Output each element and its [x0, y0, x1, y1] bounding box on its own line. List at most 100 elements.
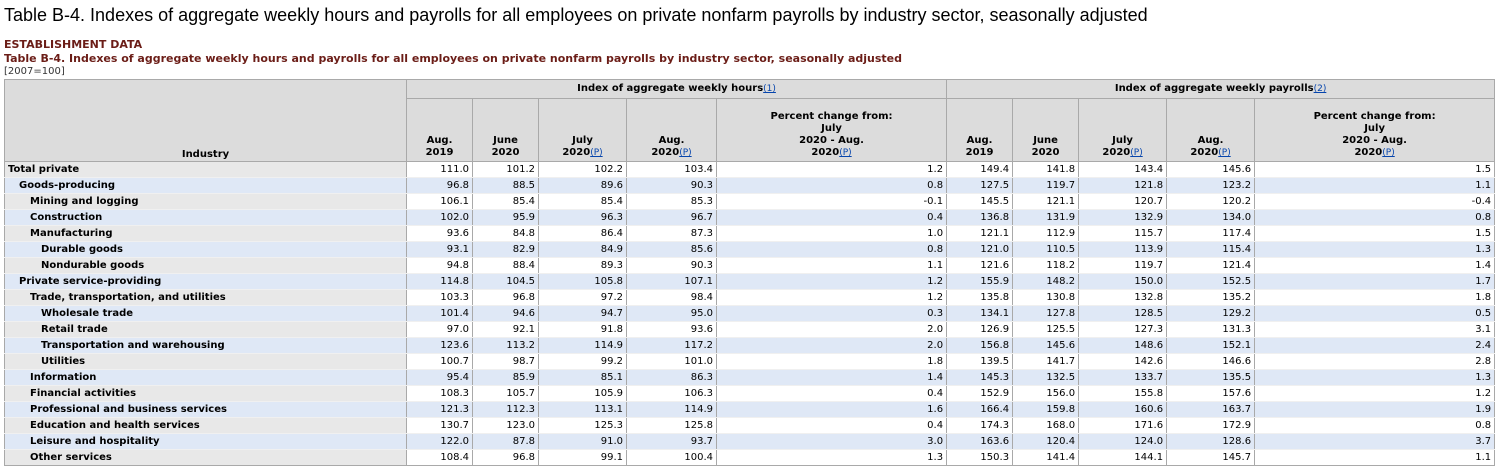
payrolls-index-cell: 148.2	[1012, 273, 1080, 290]
col-header-pct-line: 2020	[811, 147, 840, 158]
payrolls-index-cell: 132.5	[1012, 369, 1080, 386]
payrolls-index-cell: 150.0	[1078, 273, 1168, 290]
hours-index-cell: 104.5	[472, 273, 539, 290]
payrolls-index-cell: 145.6	[1012, 337, 1080, 354]
hours-col-header-aug2019: Aug. 2019	[406, 98, 473, 162]
col-header-pct-line: Percent change from:	[770, 111, 893, 122]
payrolls-index-cell: 124.0	[1078, 433, 1168, 450]
payrolls-percent-change-cell: 1.1	[1254, 177, 1496, 194]
col-header-pct-line: 2020	[1354, 147, 1383, 158]
hours-index-cell: 96.8	[406, 177, 473, 194]
preliminary-footnote-link[interactable]: (P)	[590, 148, 603, 158]
hours-index-cell: 85.4	[538, 193, 627, 210]
table-row: Nondurable goods 94.8 88.4 89.3 90.3 1.1 121.6…	[4, 257, 1496, 274]
payrolls-index-cell: 168.0	[1012, 417, 1080, 434]
industry-name-cell: Wholesale trade	[4, 305, 407, 322]
payrolls-group-header: Index of aggregate weekly payrolls(2)	[946, 79, 1496, 99]
payrolls-index-cell: 135.5	[1166, 369, 1256, 386]
payrolls-percent-change-cell: 1.5	[1254, 225, 1496, 242]
hours-index-cell: 105.7	[472, 385, 539, 402]
payrolls-index-cell: 132.9	[1078, 209, 1168, 226]
col-header-pct-line: 2020 - Aug.	[799, 135, 864, 146]
hours-percent-change-cell: 0.3	[716, 305, 948, 322]
hours-index-cell: 113.2	[472, 337, 539, 354]
hours-index-cell: 105.8	[538, 273, 627, 290]
hours-index-cell: 91.8	[538, 321, 627, 338]
industry-name-cell: Professional and business services	[4, 401, 407, 418]
hours-index-cell: 96.3	[538, 209, 627, 226]
hours-percent-change-cell: 1.1	[716, 257, 948, 274]
payrolls-index-cell: 144.1	[1078, 449, 1168, 466]
payrolls-index-cell: 142.6	[1078, 353, 1168, 370]
payrolls-index-cell: 115.7	[1078, 225, 1168, 242]
table-row: Mining and logging 106.1 85.4 85.4 85.3 -0.1 1…	[4, 193, 1496, 210]
preliminary-footnote-link[interactable]: (P)	[1382, 148, 1395, 158]
hours-index-cell: 98.7	[472, 353, 539, 370]
table-row: Trade, transportation, and utilities 103.…	[4, 289, 1496, 306]
payrolls-index-cell: 132.8	[1078, 289, 1168, 306]
hours-index-cell: 103.4	[626, 161, 717, 178]
payrolls-index-cell: 136.8	[946, 209, 1014, 226]
payrolls-index-cell: 121.0	[946, 241, 1014, 258]
payrolls-index-cell: 135.8	[946, 289, 1014, 306]
hours-index-cell: 90.3	[626, 177, 717, 194]
payrolls-index-cell: 112.9	[1012, 225, 1080, 242]
payrolls-index-cell: 129.2	[1166, 305, 1256, 322]
hours-index-cell: 102.0	[406, 209, 473, 226]
industry-name-cell: Information	[4, 369, 407, 386]
payrolls-index-cell: 131.3	[1166, 321, 1256, 338]
payrolls-index-cell: 117.4	[1166, 225, 1256, 242]
preliminary-footnote-link[interactable]: (P)	[1130, 148, 1143, 158]
hours-index-cell: 100.7	[406, 353, 473, 370]
hours-index-cell: 84.9	[538, 241, 627, 258]
payrolls-percent-change-cell: 1.8	[1254, 289, 1496, 306]
col-header-month: Aug.	[1197, 135, 1224, 146]
preliminary-footnote-link[interactable]: (P)	[679, 148, 692, 158]
hours-percent-change-cell: 0.4	[716, 385, 948, 402]
col-header-pct-line: July	[1364, 123, 1385, 134]
footnote-2-link[interactable]: (2)	[1313, 84, 1327, 94]
payrolls-percent-change-cell: 1.5	[1254, 161, 1496, 178]
industry-name-cell: Goods-producing	[4, 177, 407, 194]
hours-index-cell: 123.6	[406, 337, 473, 354]
hours-index-cell: 130.7	[406, 417, 473, 434]
preliminary-footnote-link[interactable]: (P)	[1218, 148, 1231, 158]
col-header-month: July	[572, 135, 593, 146]
hours-percent-change-cell: 1.2	[716, 161, 948, 178]
payrolls-percent-change-cell: 1.1	[1254, 449, 1496, 466]
payrolls-index-cell: 155.8	[1078, 385, 1168, 402]
industry-name-cell: Durable goods	[4, 241, 407, 258]
hours-col-header-percent-change: Percent change from: July 2020 - Aug. 2020(…	[715, 98, 948, 162]
industry-name-cell: Construction	[4, 209, 407, 226]
payrolls-index-cell: 146.6	[1166, 353, 1256, 370]
hours-index-cell: 82.9	[472, 241, 539, 258]
hours-group-header: Index of aggregate weekly hours(1)	[405, 79, 948, 99]
payrolls-index-cell: 126.9	[946, 321, 1014, 338]
table-title: Table B-4. Indexes of aggregate weekly h…	[4, 52, 903, 65]
hours-index-cell: 103.3	[406, 289, 473, 306]
hours-index-cell: 95.0	[626, 305, 717, 322]
hours-index-cell: 97.2	[538, 289, 627, 306]
industry-name-cell: Mining and logging	[4, 193, 407, 210]
hours-index-cell: 96.7	[626, 209, 717, 226]
table-row: Durable goods 93.1 82.9 84.9 85.6 0.8 121.0 110…	[4, 241, 1496, 258]
payrolls-percent-change-cell: 1.3	[1254, 241, 1496, 258]
payrolls-index-cell: 150.3	[946, 449, 1014, 466]
hours-index-cell: 96.8	[472, 289, 539, 306]
payrolls-index-cell: 171.6	[1078, 417, 1168, 434]
payrolls-index-cell: 148.6	[1078, 337, 1168, 354]
col-header-month: Aug.	[426, 135, 453, 146]
hours-percent-change-cell: 1.2	[716, 289, 948, 306]
payrolls-index-cell: 121.1	[946, 225, 1014, 242]
preliminary-footnote-link[interactable]: (P)	[839, 148, 852, 158]
footnote-1-link[interactable]: (1)	[763, 84, 776, 94]
hours-index-cell: 101.2	[472, 161, 539, 178]
payrolls-index-cell: 123.2	[1166, 177, 1256, 194]
payrolls-index-cell: 115.4	[1166, 241, 1256, 258]
payrolls-index-cell: 145.3	[946, 369, 1014, 386]
payrolls-index-cell: 157.6	[1166, 385, 1256, 402]
industry-name-cell: Other services	[4, 449, 407, 466]
index-basis: [2007=100]	[4, 66, 65, 77]
hours-index-cell: 101.0	[626, 353, 717, 370]
hours-index-cell: 86.3	[626, 369, 717, 386]
